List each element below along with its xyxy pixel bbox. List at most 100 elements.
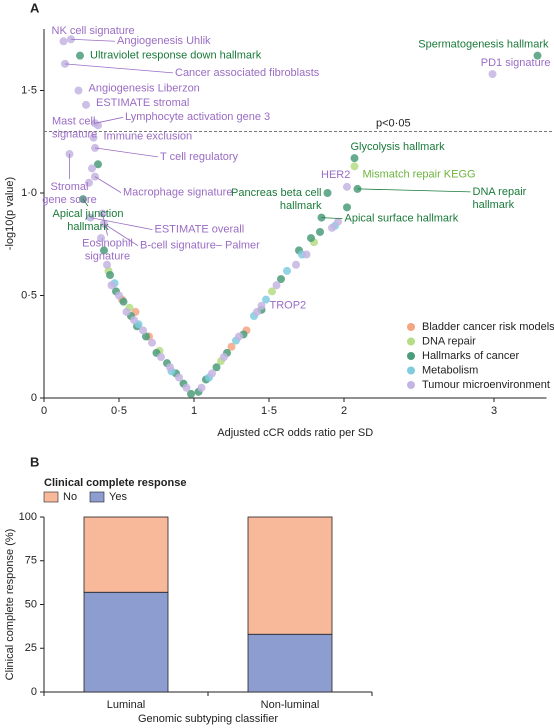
x-axis-label: Adjusted cCR odds ratio per SD [217, 427, 373, 439]
point [182, 383, 191, 392]
y-axis-label: Clinical complete response (%) [4, 529, 16, 681]
point [272, 281, 281, 290]
point [488, 70, 497, 79]
x-tick-label: Luminal [107, 699, 146, 711]
point-label: NK cell signature [52, 25, 135, 37]
point [148, 338, 156, 347]
point [130, 316, 138, 325]
point [227, 342, 236, 351]
legend-swatch [89, 491, 105, 503]
point [292, 260, 300, 269]
legend-marker [407, 366, 415, 375]
x-tick-label: 1 [191, 405, 197, 417]
point [107, 281, 116, 290]
legend-label: Tumour microenvironment [422, 379, 550, 391]
point [106, 271, 114, 279]
point [262, 295, 270, 304]
point [343, 203, 351, 212]
leader-line [94, 176, 122, 193]
x-axis-label: Genomic subtyping classifier [138, 713, 278, 725]
leader-line [357, 188, 471, 193]
y-tick-label: 0·5 [21, 289, 37, 301]
leader-line [103, 223, 139, 247]
point-label: ESTIMATE overall [155, 224, 245, 236]
bar-segment [247, 516, 333, 635]
y-axis-label: -log10(p value) [4, 177, 16, 250]
x-tick-label: 0 [41, 405, 47, 417]
legend-label: No [63, 491, 77, 503]
legend-marker [407, 323, 415, 331]
point-label: Lymphocyte activation gene 3 [125, 111, 270, 123]
leader-line [90, 217, 153, 230]
legend-marker [407, 352, 415, 360]
point [119, 297, 128, 306]
x-tick-label: 3 [491, 405, 497, 417]
leader-line [70, 38, 116, 42]
point-label: Glycolysis hallmark [351, 141, 446, 153]
y-tick-label: 0 [31, 686, 37, 698]
y-tick-label: 0 [31, 392, 37, 404]
point-label: PD1 signature [481, 57, 551, 69]
leader-line [321, 217, 343, 219]
y-tick-label: 50 [25, 598, 37, 610]
point-label: Angiogenesis Liberzon [89, 82, 200, 94]
point [139, 326, 147, 335]
point [350, 154, 359, 163]
point [115, 291, 123, 300]
leader-line [82, 198, 89, 207]
bar-segment [247, 633, 333, 693]
point [235, 332, 243, 341]
point-label: Mast cell signature [52, 115, 97, 140]
point-label: TROP2 [270, 300, 307, 312]
point-label: Spermatogenesis hallmark [418, 39, 549, 51]
point [103, 260, 111, 269]
point [277, 275, 285, 284]
point [350, 162, 359, 171]
panel-label: A [30, 0, 40, 15]
point [88, 164, 96, 173]
point [283, 266, 291, 275]
point [302, 250, 311, 259]
point [220, 353, 228, 361]
point [343, 182, 351, 191]
point [316, 227, 324, 236]
legend-label: Metabolism [422, 364, 478, 376]
legend-label: Bladder cancer risk models [422, 321, 554, 333]
y-tick-label: 75 [25, 555, 37, 567]
x-tick-label: 2 [341, 405, 347, 417]
x-tick-label: 0·5 [111, 405, 127, 417]
bar-segment [83, 516, 169, 593]
leader-line [64, 63, 174, 74]
point [122, 307, 131, 316]
point-label: Pancreas beta cell hallmark [231, 187, 322, 212]
point [76, 51, 84, 60]
point [268, 287, 276, 296]
point-label: Cancer associated fibroblasts [175, 67, 320, 79]
point-label: DNA repair hallmark [473, 186, 527, 211]
x-tick-label: Non-luminal [261, 699, 320, 711]
point [61, 59, 69, 68]
point [328, 223, 336, 232]
panel-label: B [30, 454, 39, 469]
point-label: B-cell signature– Palmer [140, 240, 260, 252]
point-label: Eosinophil signature [82, 237, 133, 262]
point [82, 100, 90, 109]
point [187, 389, 195, 398]
leader-line [94, 147, 159, 158]
bar-segment [83, 591, 169, 693]
point-label: HER2 [321, 169, 350, 181]
point [334, 217, 342, 226]
point-label: ESTIMATE stromal [96, 97, 189, 109]
point [166, 363, 174, 372]
point [307, 234, 315, 243]
legend-label: Hallmarks of cancer [422, 350, 520, 362]
point-label: Angiogenesis Uhlik [117, 35, 211, 47]
point-label: Ultraviolet response down hallmark [90, 50, 262, 62]
legend-marker [407, 337, 415, 346]
legend-swatch [43, 491, 59, 503]
point-label: Apical junction hallmark [53, 208, 124, 233]
legend-marker [407, 381, 415, 389]
y-tick-label: 1·5 [21, 84, 37, 96]
y-tick-label: 1·0 [21, 187, 37, 199]
